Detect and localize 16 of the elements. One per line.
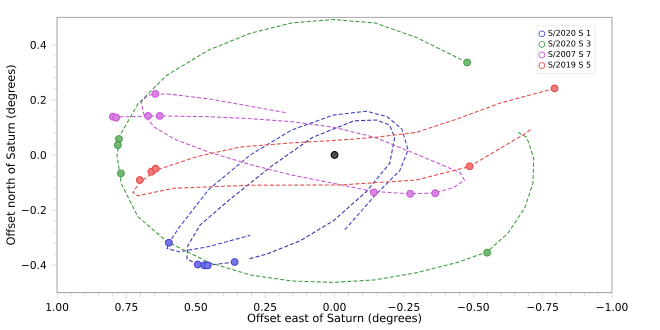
y-axis-title: Offset north of Saturn (degrees)	[6, 65, 18, 245]
x-tick-label: 0.50	[184, 302, 207, 311]
x-tick-label: 0.00	[323, 302, 346, 311]
x-tick-label: 0.25	[254, 302, 276, 311]
x-axis-title: Offset east of Saturn (degrees)	[248, 313, 421, 324]
y-tick-label: 0.2	[30, 96, 46, 104]
y-tick-label: −0.2	[22, 206, 46, 214]
x-tick-label: 0.75	[115, 302, 138, 311]
x-tick-label: −0.75	[527, 302, 558, 311]
y-tick-label: 0.0	[30, 150, 46, 159]
x-tick-label: −0.50	[458, 302, 489, 311]
x-tick-label: 1.00	[46, 302, 68, 311]
x-tick-label: −0.25	[388, 302, 420, 311]
y-tick-label: −0.4	[22, 261, 46, 270]
y-tick-label: 0.4	[30, 40, 46, 49]
x-tick-label: −1.00	[596, 302, 628, 311]
